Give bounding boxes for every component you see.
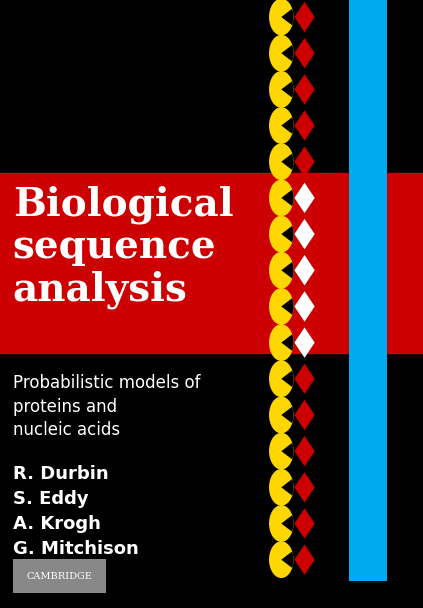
Bar xyxy=(349,105,387,147)
Wedge shape xyxy=(281,81,294,98)
Wedge shape xyxy=(281,443,294,460)
Wedge shape xyxy=(281,551,294,568)
Bar xyxy=(349,503,387,544)
Bar xyxy=(349,322,387,364)
Wedge shape xyxy=(281,370,294,387)
Ellipse shape xyxy=(269,433,294,469)
Bar xyxy=(349,539,387,581)
Polygon shape xyxy=(294,147,315,177)
Ellipse shape xyxy=(269,505,294,542)
Ellipse shape xyxy=(269,35,294,72)
Wedge shape xyxy=(281,298,294,315)
Wedge shape xyxy=(281,334,294,351)
Polygon shape xyxy=(294,436,315,466)
Ellipse shape xyxy=(269,288,294,325)
Bar xyxy=(349,32,387,74)
Text: Probabilistic models of
proteins and
nucleic acids: Probabilistic models of proteins and nuc… xyxy=(13,374,200,439)
Bar xyxy=(349,286,387,327)
Wedge shape xyxy=(281,262,294,278)
Polygon shape xyxy=(294,2,315,32)
Bar xyxy=(349,430,387,472)
Ellipse shape xyxy=(269,107,294,144)
Bar xyxy=(349,466,387,508)
Polygon shape xyxy=(294,38,315,69)
Bar xyxy=(349,69,387,110)
Ellipse shape xyxy=(269,469,294,506)
Wedge shape xyxy=(281,153,294,170)
Polygon shape xyxy=(294,74,315,105)
Text: R. Durbin
S. Eddy
A. Krogh
G. Mitchison: R. Durbin S. Eddy A. Krogh G. Mitchison xyxy=(13,465,138,558)
Ellipse shape xyxy=(269,216,294,252)
Polygon shape xyxy=(294,508,315,539)
Wedge shape xyxy=(281,45,294,61)
Polygon shape xyxy=(294,399,315,430)
Ellipse shape xyxy=(269,396,294,434)
Polygon shape xyxy=(294,544,315,575)
Ellipse shape xyxy=(269,143,294,180)
Bar xyxy=(0,173,423,353)
Bar xyxy=(349,213,387,255)
Wedge shape xyxy=(281,479,294,496)
Wedge shape xyxy=(281,407,294,423)
Wedge shape xyxy=(281,117,294,134)
Ellipse shape xyxy=(269,0,294,35)
Text: CAMBRIDGE: CAMBRIDGE xyxy=(26,572,92,581)
Bar xyxy=(349,358,387,399)
Wedge shape xyxy=(281,515,294,532)
Wedge shape xyxy=(281,190,294,206)
Ellipse shape xyxy=(269,361,294,397)
Polygon shape xyxy=(294,291,315,322)
Polygon shape xyxy=(294,255,315,286)
Bar xyxy=(349,249,387,291)
Ellipse shape xyxy=(269,541,294,578)
Bar xyxy=(349,177,387,219)
Bar xyxy=(13,559,106,593)
Ellipse shape xyxy=(269,71,294,108)
Ellipse shape xyxy=(269,252,294,289)
Ellipse shape xyxy=(269,324,294,361)
Polygon shape xyxy=(294,110,315,141)
Wedge shape xyxy=(281,226,294,243)
Ellipse shape xyxy=(269,179,294,216)
Polygon shape xyxy=(294,364,315,394)
Polygon shape xyxy=(294,472,315,503)
Wedge shape xyxy=(281,9,294,26)
Polygon shape xyxy=(294,182,315,213)
Polygon shape xyxy=(294,327,315,358)
Bar xyxy=(349,0,387,38)
Bar xyxy=(349,394,387,436)
Polygon shape xyxy=(294,219,315,249)
Bar xyxy=(349,141,387,182)
Text: Biological
sequence
analysis: Biological sequence analysis xyxy=(13,185,233,309)
